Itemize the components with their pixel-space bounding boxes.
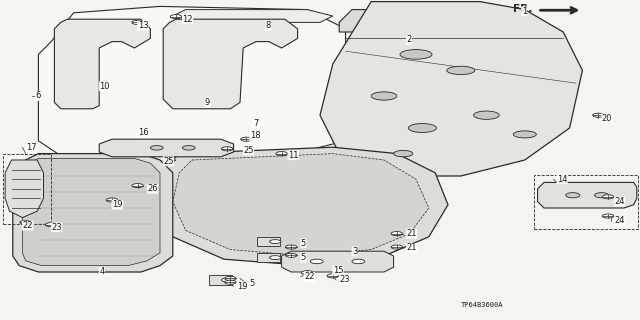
Text: 6: 6 — [35, 92, 40, 100]
Polygon shape — [320, 2, 582, 176]
Ellipse shape — [593, 113, 604, 117]
Text: 22: 22 — [22, 221, 33, 230]
Ellipse shape — [408, 124, 436, 132]
Text: 15: 15 — [333, 266, 343, 275]
FancyBboxPatch shape — [257, 237, 280, 246]
Ellipse shape — [276, 152, 287, 156]
Text: 24: 24 — [614, 216, 625, 225]
Ellipse shape — [225, 280, 236, 284]
Text: 12: 12 — [182, 15, 193, 24]
Text: 18: 18 — [250, 132, 260, 140]
Text: TP64B3600A: TP64B3600A — [461, 302, 503, 308]
Ellipse shape — [327, 274, 339, 278]
Polygon shape — [339, 10, 538, 32]
Text: 16: 16 — [138, 128, 148, 137]
Ellipse shape — [285, 253, 297, 257]
Text: 5: 5 — [301, 239, 306, 248]
Ellipse shape — [20, 220, 31, 224]
Ellipse shape — [150, 146, 163, 150]
Polygon shape — [154, 147, 448, 266]
Text: 11: 11 — [288, 151, 298, 160]
Polygon shape — [173, 10, 333, 22]
Ellipse shape — [170, 15, 182, 19]
Text: 19: 19 — [237, 282, 247, 291]
Polygon shape — [13, 154, 173, 272]
Text: 4: 4 — [99, 268, 104, 276]
Text: 24: 24 — [614, 197, 625, 206]
Text: 5: 5 — [250, 279, 255, 288]
Text: 13: 13 — [138, 21, 148, 30]
Ellipse shape — [513, 131, 536, 138]
Text: 21: 21 — [406, 229, 417, 238]
Text: 5: 5 — [301, 253, 306, 262]
Text: 8: 8 — [266, 21, 271, 30]
Ellipse shape — [221, 147, 233, 151]
Ellipse shape — [352, 259, 365, 264]
Text: 25: 25 — [243, 146, 253, 155]
Polygon shape — [99, 139, 234, 157]
Ellipse shape — [132, 184, 143, 188]
Polygon shape — [282, 251, 394, 272]
Text: 17: 17 — [26, 143, 36, 152]
Text: 23: 23 — [51, 223, 62, 232]
Text: 3: 3 — [352, 247, 357, 256]
Polygon shape — [163, 19, 298, 109]
Ellipse shape — [241, 137, 252, 141]
Text: 19: 19 — [112, 200, 122, 209]
Ellipse shape — [269, 240, 281, 244]
Ellipse shape — [394, 150, 413, 157]
Ellipse shape — [391, 245, 403, 249]
Ellipse shape — [474, 111, 499, 119]
Text: 21: 21 — [406, 244, 417, 252]
Text: 2: 2 — [406, 36, 412, 44]
Text: 25: 25 — [163, 157, 173, 166]
Polygon shape — [22, 158, 160, 266]
Ellipse shape — [310, 259, 323, 264]
Ellipse shape — [164, 158, 175, 162]
Polygon shape — [5, 160, 44, 218]
Ellipse shape — [447, 66, 475, 75]
Ellipse shape — [132, 20, 143, 24]
Ellipse shape — [221, 278, 233, 282]
Ellipse shape — [602, 214, 614, 218]
Ellipse shape — [566, 193, 580, 198]
Ellipse shape — [182, 146, 195, 150]
Ellipse shape — [371, 92, 397, 100]
Ellipse shape — [45, 223, 57, 227]
Text: 26: 26 — [147, 184, 158, 193]
Ellipse shape — [391, 232, 403, 236]
Text: 23: 23 — [339, 276, 350, 284]
Text: 14: 14 — [557, 175, 567, 184]
Polygon shape — [173, 154, 429, 256]
Ellipse shape — [301, 271, 313, 275]
Text: 9: 9 — [205, 98, 210, 107]
Text: 10: 10 — [99, 82, 109, 91]
Text: 1: 1 — [522, 7, 527, 16]
Text: 22: 22 — [304, 272, 314, 281]
Ellipse shape — [225, 276, 236, 280]
Text: FR.: FR. — [513, 4, 532, 14]
Polygon shape — [538, 182, 637, 208]
Ellipse shape — [285, 245, 297, 249]
Ellipse shape — [602, 195, 614, 199]
FancyBboxPatch shape — [257, 253, 280, 262]
Ellipse shape — [106, 198, 118, 202]
Polygon shape — [54, 19, 150, 109]
Polygon shape — [38, 6, 346, 154]
Ellipse shape — [269, 256, 281, 260]
Text: 20: 20 — [602, 114, 612, 123]
Ellipse shape — [595, 193, 609, 198]
FancyBboxPatch shape — [209, 275, 232, 285]
Ellipse shape — [400, 50, 432, 59]
Text: 7: 7 — [253, 119, 258, 128]
